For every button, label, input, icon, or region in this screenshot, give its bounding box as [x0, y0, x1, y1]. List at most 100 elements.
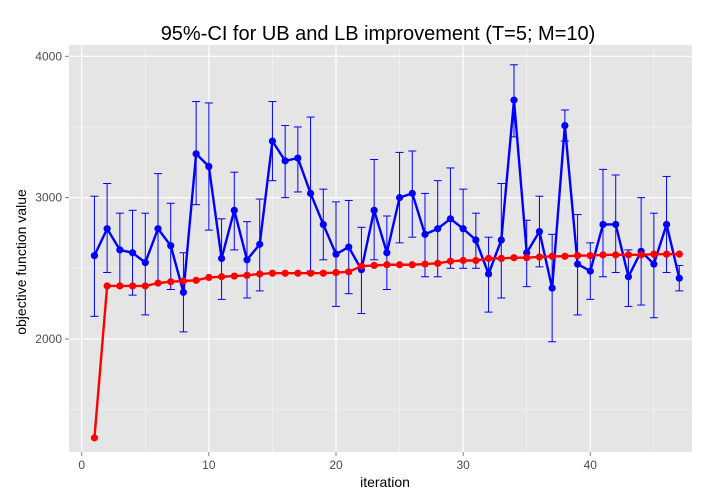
data-point-0 [167, 242, 175, 250]
data-point-0 [434, 225, 442, 233]
data-point-1 [383, 261, 391, 269]
data-point-1 [561, 252, 569, 260]
data-point-1 [408, 261, 416, 269]
data-point-0 [624, 273, 633, 281]
data-point-1 [205, 273, 213, 282]
data-point-0 [90, 251, 99, 260]
data-point-0 [141, 259, 149, 267]
data-point-1 [675, 250, 683, 258]
data-point-0 [650, 260, 658, 268]
chart-title: 95%-CI for UB and LB improvement (T=5; M… [161, 23, 596, 45]
data-point-0 [281, 157, 289, 165]
data-point-1 [548, 252, 556, 260]
data-point-0 [472, 236, 480, 244]
data-point-0 [573, 260, 582, 268]
data-point-0 [408, 189, 416, 197]
data-point-0 [421, 230, 429, 238]
y-tick-label: 4000 [35, 49, 62, 63]
data-point-1 [650, 250, 658, 258]
data-point-0 [154, 225, 162, 233]
data-point-0 [128, 249, 137, 257]
data-point-1 [573, 251, 582, 260]
data-point-0 [332, 250, 340, 258]
data-point-1 [294, 269, 302, 277]
data-point-1 [179, 277, 188, 285]
data-point-0 [256, 240, 264, 248]
data-point-1 [167, 278, 175, 286]
data-point-1 [141, 282, 149, 290]
data-point-1 [586, 251, 594, 260]
data-point-0 [446, 215, 455, 223]
x-tick-label: 0 [78, 458, 85, 472]
data-point-1 [357, 262, 366, 270]
data-point-0 [383, 249, 391, 257]
data-point-1 [637, 251, 645, 259]
data-point-0 [561, 121, 569, 130]
data-point-0 [599, 220, 607, 229]
data-point-1 [370, 261, 378, 270]
data-point-0 [192, 150, 200, 158]
data-point-0 [370, 206, 378, 214]
data-point-1 [256, 270, 264, 278]
data-point-0 [459, 225, 467, 233]
data-point-1 [217, 273, 226, 281]
data-point-0 [217, 254, 226, 262]
data-point-1 [268, 269, 277, 277]
data-point-1 [510, 254, 518, 262]
data-point-1 [103, 282, 111, 290]
y-tick-label: 2000 [35, 332, 62, 346]
data-point-1 [230, 272, 238, 280]
data-point-1 [332, 268, 340, 277]
data-point-0 [548, 284, 556, 292]
data-point-1 [434, 259, 442, 267]
data-point-1 [624, 251, 633, 259]
data-point-0 [535, 227, 544, 236]
data-point-0 [662, 220, 671, 229]
data-point-1 [484, 254, 493, 262]
data-point-0 [345, 243, 353, 251]
data-point-1 [154, 279, 162, 287]
data-point-0 [243, 256, 251, 264]
data-point-1 [523, 254, 531, 262]
x-axis-ticks: 0 10 20 30 40 [78, 452, 597, 472]
series-points [90, 96, 683, 442]
data-point-0 [510, 96, 518, 104]
x-tick-label: 10 [202, 458, 216, 472]
x-tick-label: 40 [584, 458, 598, 472]
data-point-0 [319, 220, 327, 229]
y-axis-label: objective function value [13, 189, 29, 335]
data-point-0 [294, 154, 302, 162]
data-point-0 [395, 194, 404, 202]
data-point-0 [179, 288, 188, 296]
data-point-0 [484, 270, 493, 278]
data-point-0 [612, 220, 620, 229]
data-point-1 [192, 276, 200, 284]
data-point-1 [395, 261, 404, 269]
data-point-1 [497, 254, 505, 262]
data-point-1 [535, 253, 544, 261]
data-point-0 [205, 162, 213, 171]
y-tick-label: 3000 [35, 191, 62, 205]
data-point-0 [523, 249, 531, 257]
data-point-1 [281, 269, 289, 277]
x-axis-label: iteration [360, 474, 410, 490]
data-point-1 [459, 256, 467, 265]
data-point-1 [662, 250, 671, 258]
data-point-0 [103, 225, 111, 233]
data-point-1 [612, 251, 620, 259]
data-point-1 [319, 269, 327, 277]
data-point-0 [586, 267, 594, 275]
data-point-0 [497, 236, 505, 244]
data-point-1 [446, 257, 455, 265]
data-point-0 [116, 246, 124, 254]
data-point-1 [599, 251, 607, 259]
data-point-1 [116, 282, 124, 290]
data-point-1 [472, 256, 480, 265]
x-tick-label: 30 [456, 458, 470, 472]
data-point-1 [421, 260, 429, 268]
data-point-1 [128, 282, 137, 290]
y-axis-ticks: 2000 3000 4000 [35, 49, 69, 346]
data-point-0 [268, 137, 277, 145]
data-point-0 [230, 206, 238, 214]
